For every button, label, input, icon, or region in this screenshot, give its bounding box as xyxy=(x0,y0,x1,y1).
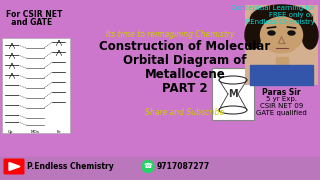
Text: 9717087277: 9717087277 xyxy=(157,162,210,171)
Ellipse shape xyxy=(245,21,261,49)
Text: P.Endless Chemistry: P.Endless Chemistry xyxy=(27,162,114,171)
Bar xyxy=(250,65,313,85)
Text: Metallocene: Metallocene xyxy=(145,68,225,81)
Circle shape xyxy=(142,161,154,172)
Bar xyxy=(276,57,287,67)
Text: CSIR NET 09: CSIR NET 09 xyxy=(260,103,303,109)
Text: 5 yr Exp.: 5 yr Exp. xyxy=(266,96,297,102)
Bar xyxy=(245,5,318,85)
Text: Share and Subscribe: Share and Subscribe xyxy=(145,108,225,117)
FancyBboxPatch shape xyxy=(4,159,25,174)
Text: Cp: Cp xyxy=(8,130,14,134)
Text: MOs: MOs xyxy=(31,130,39,134)
Text: For CSIR NET: For CSIR NET xyxy=(6,10,62,19)
Text: Its time to reimagining Chemistry: Its time to reimagining Chemistry xyxy=(106,30,234,39)
Ellipse shape xyxy=(251,5,313,33)
Bar xyxy=(212,68,254,120)
Text: GATE qualified: GATE qualified xyxy=(256,110,307,116)
Polygon shape xyxy=(9,163,20,170)
Text: P.Endless Chemistry: P.Endless Chemistry xyxy=(245,19,315,25)
Text: Fe: Fe xyxy=(57,130,61,134)
Text: Paras Sir: Paras Sir xyxy=(262,88,301,97)
Text: ☎: ☎ xyxy=(144,163,152,170)
Ellipse shape xyxy=(260,17,302,53)
Text: M: M xyxy=(228,89,238,99)
Text: Orbital Diagram of: Orbital Diagram of xyxy=(123,54,247,67)
Text: Conceptual Learning for: Conceptual Learning for xyxy=(231,5,315,11)
Ellipse shape xyxy=(268,31,275,35)
Bar xyxy=(2,38,70,133)
Text: Construction of Molecular: Construction of Molecular xyxy=(100,40,271,53)
Ellipse shape xyxy=(302,21,318,49)
Text: and GATE: and GATE xyxy=(6,18,52,27)
Text: PART 2: PART 2 xyxy=(162,82,208,95)
Bar xyxy=(0,157,320,180)
Text: FREE only on: FREE only on xyxy=(269,12,315,18)
Ellipse shape xyxy=(288,31,295,35)
